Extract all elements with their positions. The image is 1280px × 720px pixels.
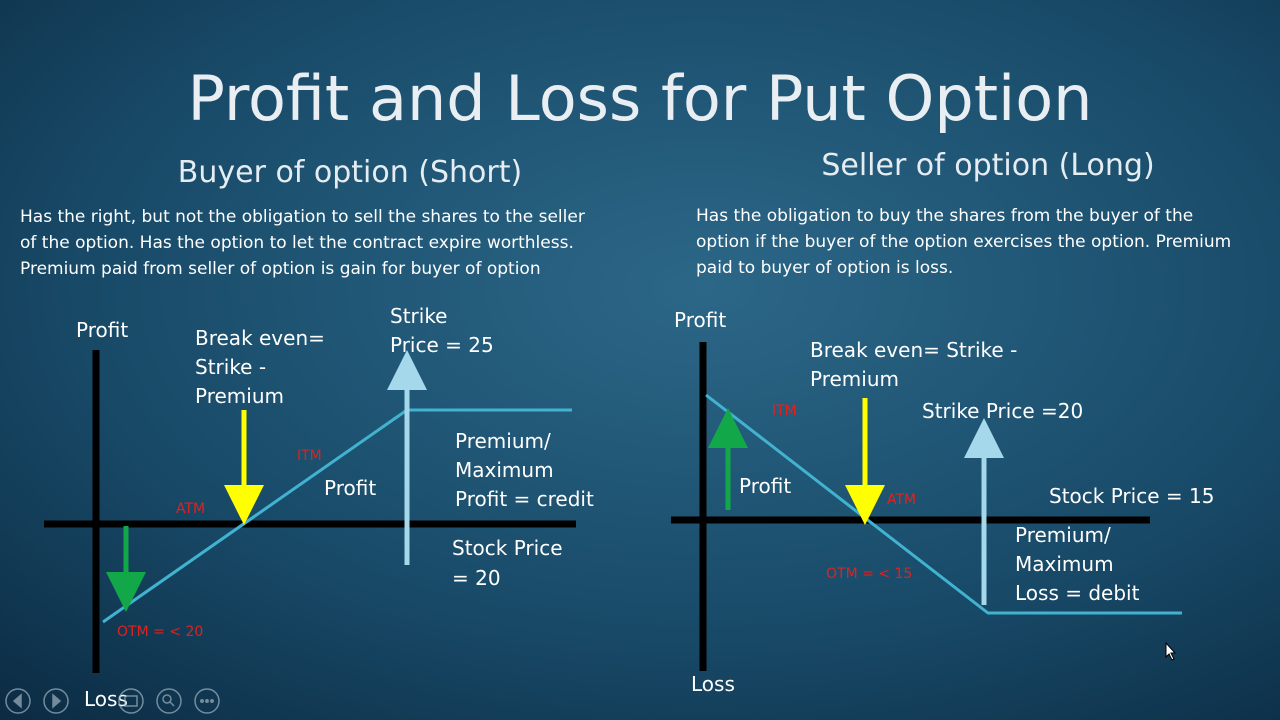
heading: Buyer of option (Short) bbox=[178, 155, 522, 190]
label: ATM bbox=[176, 501, 205, 517]
label: ITM bbox=[297, 448, 322, 464]
label: Profit bbox=[674, 308, 726, 332]
label: ATM bbox=[887, 492, 916, 508]
zoom-button[interactable] bbox=[156, 688, 182, 714]
label: Stock Price bbox=[452, 536, 563, 560]
label: Premium bbox=[195, 384, 284, 408]
label: Strike Price =20 bbox=[922, 399, 1083, 423]
heading: Seller of option (Long) bbox=[821, 148, 1154, 183]
label: Profit = credit bbox=[455, 487, 594, 511]
slideshow-controls bbox=[5, 688, 220, 714]
label: Profit bbox=[739, 474, 791, 498]
description-line: option if the buyer of the option exerci… bbox=[696, 232, 1231, 252]
label: Strike bbox=[390, 304, 448, 328]
label: Loss = debit bbox=[1015, 581, 1140, 605]
label: Profit bbox=[76, 318, 128, 342]
description-line: of the option. Has the option to let the… bbox=[20, 233, 574, 253]
slide-title: Profit and Loss for Put Option bbox=[188, 62, 1093, 135]
label: ITM bbox=[772, 403, 797, 419]
buyer-diagram: Profit Loss Break even= Strike - Premium… bbox=[44, 304, 594, 711]
label: Loss bbox=[691, 672, 735, 696]
seller-diagram: Profit Loss Break even= Strike - Premium… bbox=[671, 308, 1214, 696]
label: Premium/ bbox=[1015, 523, 1111, 547]
label: Maximum bbox=[1015, 552, 1114, 576]
mouse-cursor bbox=[1165, 641, 1177, 661]
label: Strike - bbox=[195, 355, 266, 379]
description-line: Has the right, but not the obligation to… bbox=[20, 207, 585, 227]
description-line: Premium paid from seller of option is ga… bbox=[20, 259, 541, 279]
more-button[interactable] bbox=[194, 688, 220, 714]
label: Maximum bbox=[455, 458, 554, 482]
description-line: Has the obligation to buy the shares fro… bbox=[696, 206, 1193, 226]
label: Premium/ bbox=[455, 429, 551, 453]
label: = 20 bbox=[452, 566, 501, 590]
label: Break even= bbox=[195, 326, 325, 350]
label: Break even= Strike - bbox=[810, 338, 1017, 362]
label: Profit bbox=[324, 476, 376, 500]
previous-button[interactable] bbox=[5, 688, 31, 714]
payoff-line bbox=[705, 393, 1182, 615]
next-button[interactable] bbox=[43, 688, 69, 714]
label: Stock Price = 15 bbox=[1049, 484, 1214, 508]
label: OTM = < 20 bbox=[117, 624, 203, 640]
label: Premium bbox=[810, 367, 899, 391]
label: OTM = < 15 bbox=[826, 566, 912, 582]
label: Price = 25 bbox=[390, 333, 494, 357]
slides-button[interactable] bbox=[118, 688, 144, 714]
description-line: paid to buyer of option is loss. bbox=[696, 258, 953, 278]
